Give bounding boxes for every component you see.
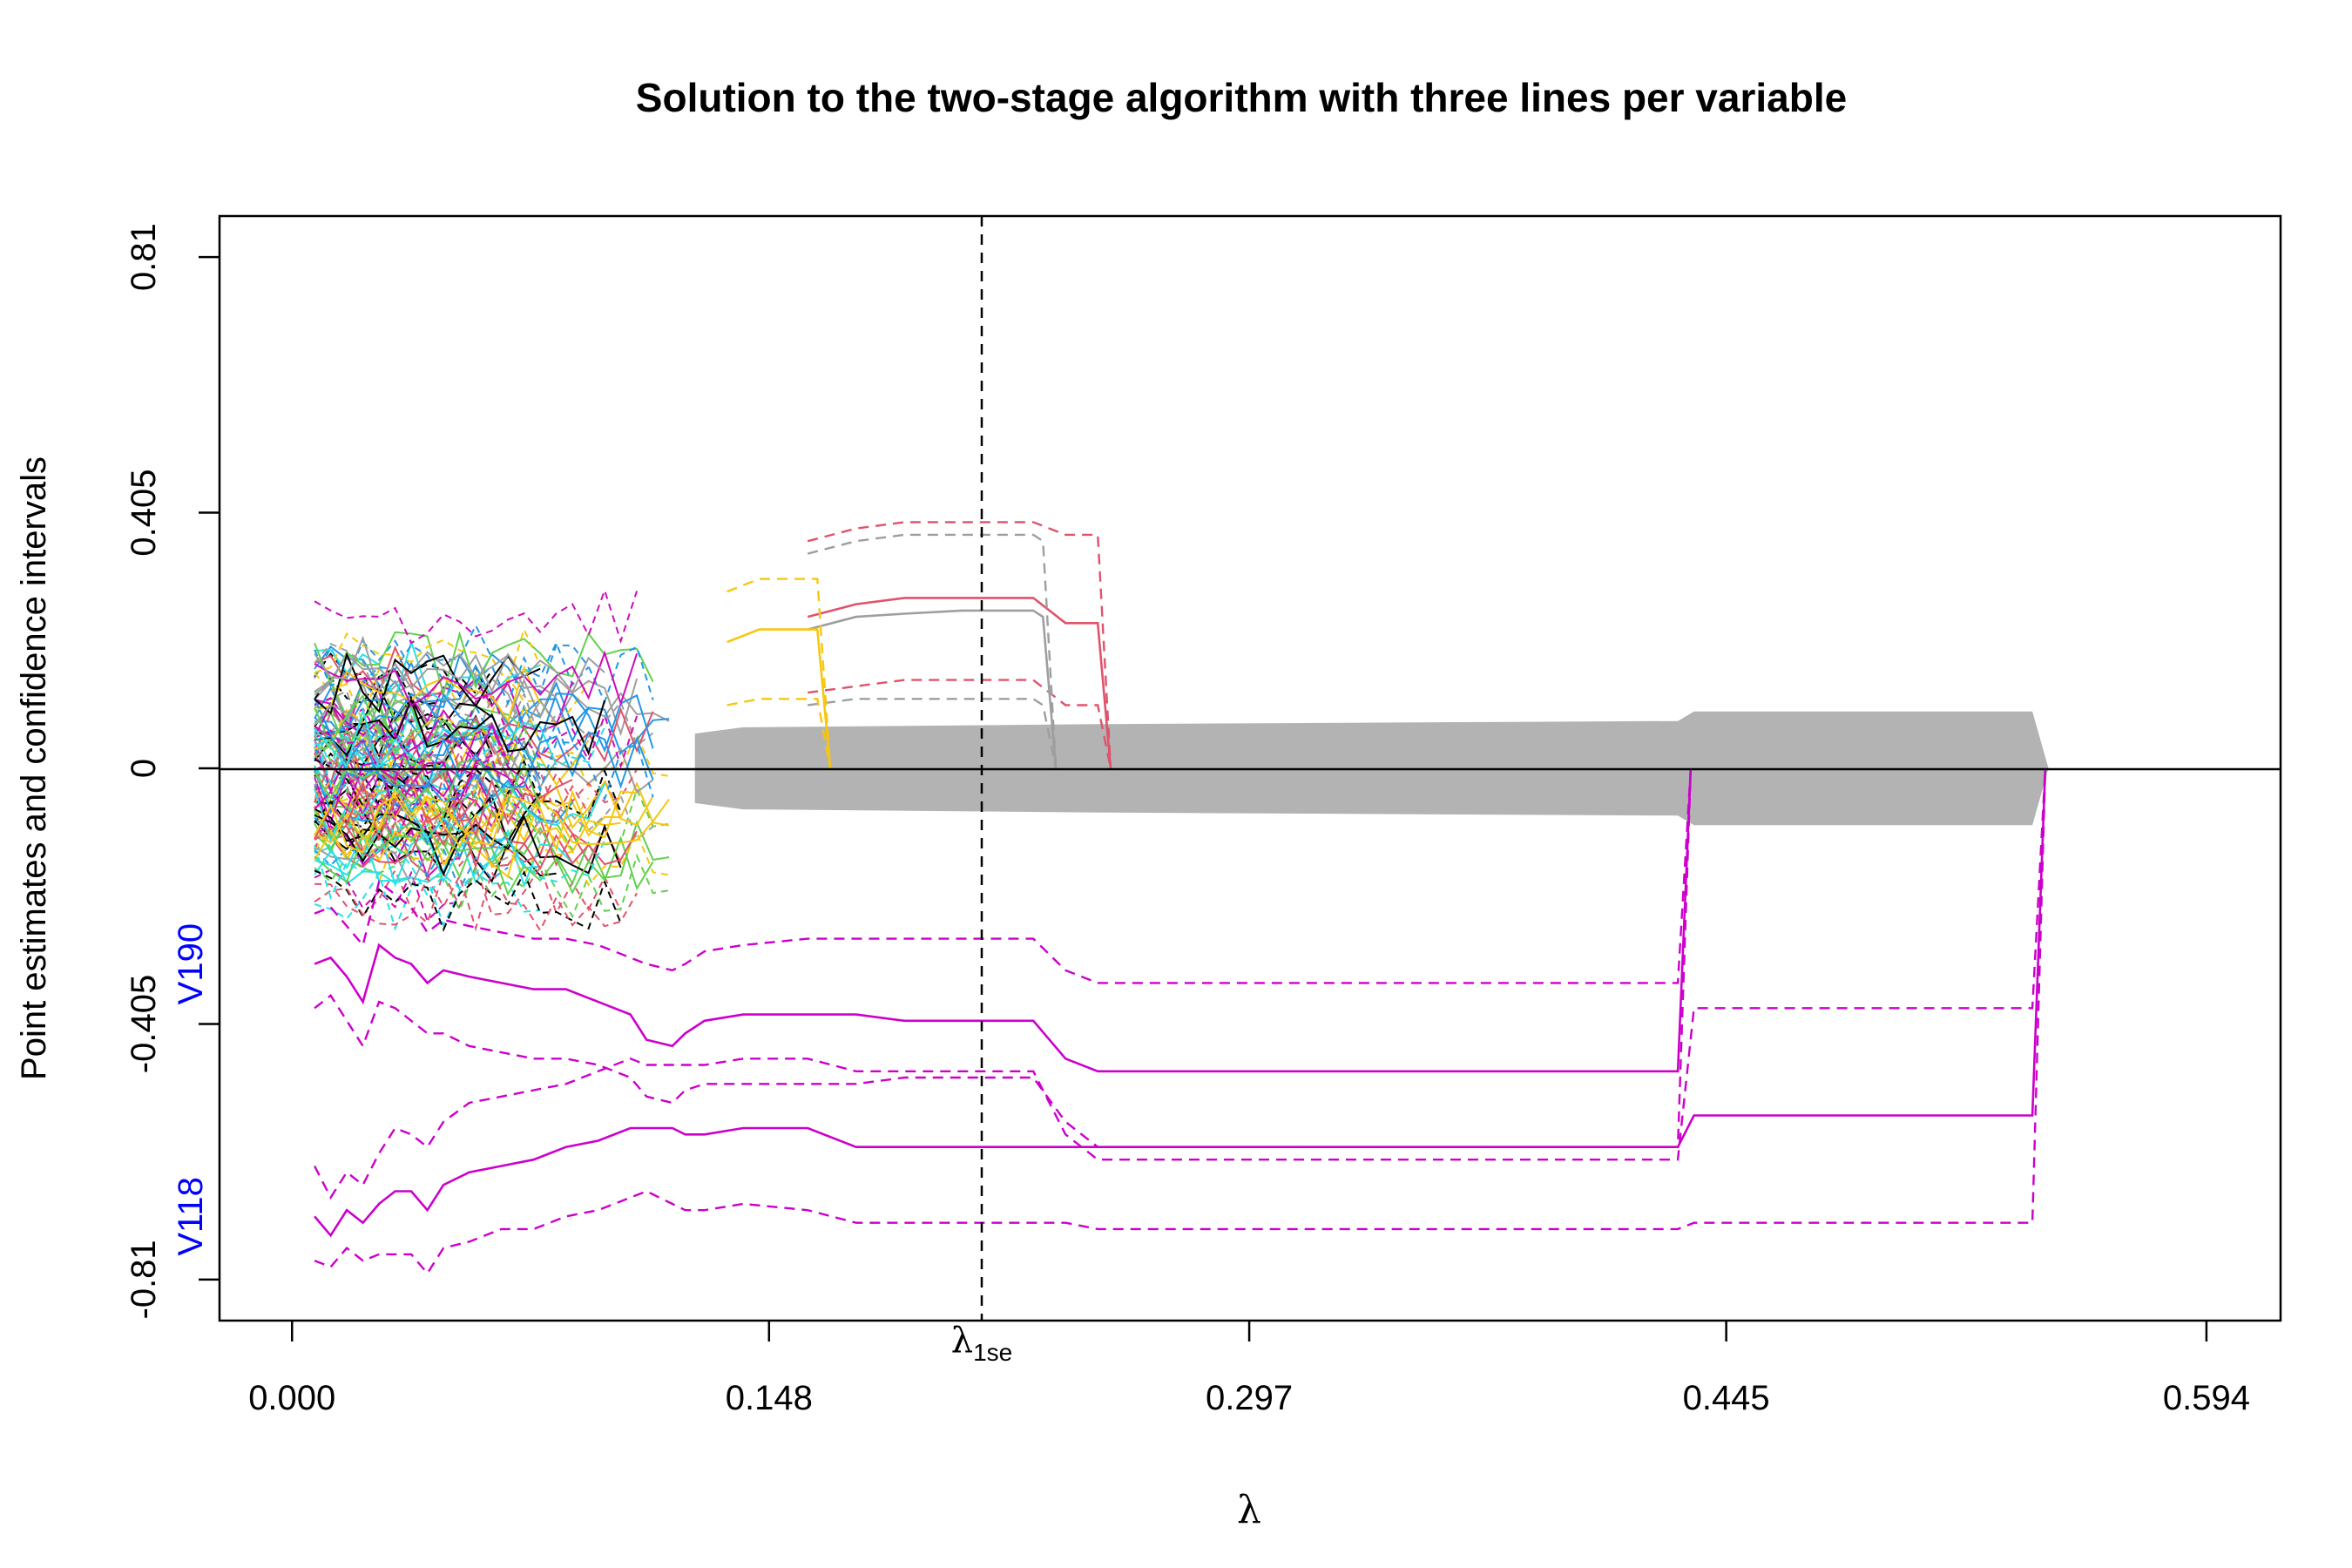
y-tick-label: -0.405 [125, 975, 163, 1073]
path-estimate [314, 786, 670, 848]
y-tick-label: -0.81 [125, 1240, 163, 1319]
y-axis: -0.81 -0.405 0 0.405 0.81 [125, 223, 220, 1319]
path-estimate [314, 828, 573, 889]
y-tick-label: 0.405 [125, 469, 163, 556]
path-estimate [314, 635, 605, 694]
path-lower-ci [314, 869, 622, 932]
path-upper-ci [314, 626, 542, 686]
series-4-upper-ci [727, 578, 832, 769]
y-tick-label: 0 [125, 759, 163, 778]
path-estimate [314, 758, 542, 818]
path-estimate [314, 781, 606, 844]
path-upper-ci [314, 642, 412, 703]
path-upper-ci [314, 770, 509, 827]
series-2-estimate [807, 597, 1112, 769]
path-estimate [314, 760, 525, 818]
lambda-1se-subscript: 1se [973, 1339, 1012, 1366]
path-upper-ci [314, 666, 493, 706]
path-upper-ci [314, 746, 638, 808]
lambda-1se-label: λ1se [951, 1321, 1013, 1366]
path-estimate [314, 704, 558, 767]
path-upper-ci [314, 758, 622, 821]
path-estimate [314, 697, 606, 757]
series-0-upper-ci [314, 767, 2047, 1200]
path-estimate [314, 706, 412, 770]
path-lower-ci [314, 713, 639, 770]
path-estimate [314, 703, 525, 765]
path-estimate [314, 789, 638, 854]
path-lower-ci [314, 835, 509, 892]
x-axis: 0.000 0.148 0.297 0.445 0.594 [248, 1321, 2250, 1417]
x-tick-label: 0.445 [1683, 1379, 1770, 1417]
path-estimate [314, 665, 542, 723]
variable-labels: V118 V190 [172, 923, 210, 1256]
path-lower-ci [314, 838, 606, 901]
series-4-estimate [727, 628, 832, 769]
y-axis-label: Point estimates and confidence intervals [15, 456, 53, 1080]
chart-title: Solution to the two-stage algorithm with… [636, 75, 1847, 120]
path-lower-ci [314, 703, 542, 761]
path-upper-ci [314, 587, 639, 645]
path-lower-ci [314, 783, 654, 842]
path-lower-ci [314, 868, 460, 923]
path-upper-ci [314, 671, 429, 725]
path-estimate [314, 693, 476, 747]
series-1-lower-ci [314, 767, 1693, 1148]
series-2-lower-ci [808, 679, 1112, 769]
y-tick-label: 0.81 [125, 223, 163, 291]
x-tick-label: 0.148 [726, 1379, 813, 1417]
path-estimate [314, 808, 638, 870]
series-4-lower-ci [727, 698, 832, 769]
x-tick-label: 0.000 [248, 1379, 335, 1417]
path-estimate [314, 776, 573, 841]
lambda-1se-symbol: λ [951, 1321, 973, 1361]
path-estimate [314, 703, 429, 757]
variable-label: V118 [172, 1177, 210, 1255]
series-1-estimate [314, 767, 1693, 1073]
series-1-upper-ci [314, 767, 1693, 984]
small-coefficient-paths [314, 587, 670, 932]
path-estimate [314, 650, 639, 707]
path-lower-ci [314, 869, 638, 932]
path-lower-ci [314, 853, 670, 919]
x-tick-label: 0.594 [2163, 1379, 2250, 1417]
coefficient-paths [314, 521, 2047, 1275]
path-upper-ci [314, 644, 654, 706]
series-0-lower-ci [314, 767, 2047, 1275]
x-axis-label: λ [1237, 1488, 1261, 1532]
series-3-estimate [807, 609, 1058, 769]
variable-label: V190 [172, 923, 210, 1004]
series-2-upper-ci [807, 521, 1112, 769]
x-tick-label: 0.297 [1206, 1379, 1293, 1417]
path-estimate [314, 833, 654, 896]
